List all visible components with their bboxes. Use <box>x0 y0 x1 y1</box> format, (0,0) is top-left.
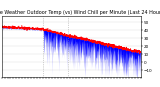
Title: Milwaukee Weather Outdoor Temp (vs) Wind Chill per Minute (Last 24 Hours): Milwaukee Weather Outdoor Temp (vs) Wind… <box>0 10 160 15</box>
